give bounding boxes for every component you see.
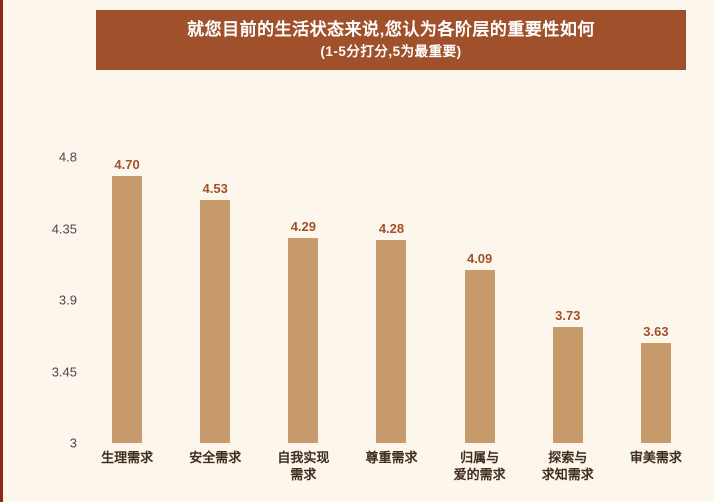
bar-area: 4.70 — [112, 157, 143, 443]
y-axis-tick-label: 3 — [69, 435, 77, 451]
bar — [376, 239, 407, 443]
category-label: 自我实现 需求 — [277, 450, 330, 482]
bar-value-label: 4.28 — [378, 220, 405, 236]
bar — [112, 176, 143, 443]
bar-column: 3.63 审美需求 — [612, 157, 700, 484]
y-axis-tick-label: 3.45 — [51, 364, 77, 379]
bar-value-label: 3.73 — [555, 308, 581, 324]
bar-area: 4.09 — [464, 157, 495, 443]
bar-column: 3.73 探索与 求知需求 — [524, 157, 612, 484]
bar-column: 4.09 归属与 爱的需求 — [436, 157, 524, 484]
bar-column: 4.29 自我实现 需求 — [259, 157, 347, 484]
bar — [640, 342, 671, 443]
category-label: 归属与 爱的需求 — [453, 450, 506, 482]
bar-column: 4.28 尊重需求 — [347, 157, 435, 484]
bar — [288, 238, 319, 443]
chart-subtitle: (1-5分打分,5为最重要) — [320, 43, 462, 59]
bar — [552, 327, 583, 443]
bar-value-label: 4.29 — [290, 219, 316, 235]
category-label: 尊重需求 — [365, 450, 418, 465]
category-label: 生理需求 — [101, 450, 154, 465]
chart-title: 就您目前的生活状态来说,您认为各阶层的重要性如何 — [187, 20, 595, 39]
bar-chart: 4.8 4.35 3.9 3.45 3 4.70 生理需求 4.53 安全需求 4.29 自我实现… — [3, 150, 700, 484]
y-axis-tick-label: 3.9 — [58, 292, 77, 308]
bar-value-label: 4.70 — [114, 157, 140, 172]
y-axis-tick-label: 4.8 — [58, 149, 77, 165]
bar-value-label: 4.53 — [202, 180, 228, 196]
chart-title-box: 就您目前的生活状态来说,您认为各阶层的重要性如何 (1-5分打分,5为最重要) — [96, 10, 686, 70]
bar-value-label: 3.63 — [643, 323, 669, 339]
bar-column: 4.70 生理需求 — [83, 157, 171, 484]
bar — [464, 269, 495, 443]
bar-area: 4.28 — [376, 157, 407, 443]
category-label: 安全需求 — [189, 450, 242, 465]
y-axis-tick-label: 4.35 — [51, 221, 77, 236]
bar — [200, 199, 231, 443]
bar-area: 4.29 — [288, 157, 319, 443]
bar-area: 4.53 — [200, 157, 231, 443]
bar-area: 3.73 — [552, 157, 583, 443]
category-label: 审美需求 — [629, 450, 682, 465]
category-label: 探索与 求知需求 — [541, 450, 594, 482]
bar-column: 4.53 安全需求 — [171, 157, 259, 484]
y-axis: 4.8 4.35 3.9 3.45 3 — [3, 150, 83, 451]
bar-area: 3.63 — [640, 157, 671, 443]
plot-area: 4.70 生理需求 4.53 安全需求 4.29 自我实现 需求 4.28 尊重需求 4.09 归属… — [83, 157, 700, 484]
bar-value-label: 4.09 — [466, 250, 493, 266]
